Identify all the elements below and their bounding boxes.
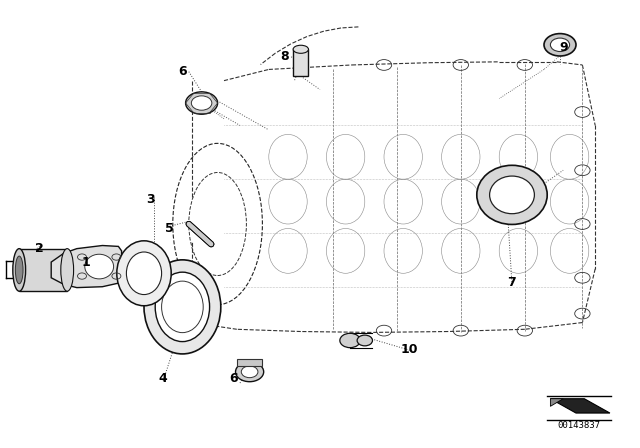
Circle shape	[236, 362, 264, 382]
Text: 9: 9	[559, 40, 568, 54]
Ellipse shape	[477, 165, 547, 224]
Text: 8: 8	[280, 49, 289, 63]
Circle shape	[544, 34, 576, 56]
Ellipse shape	[13, 249, 26, 291]
Circle shape	[191, 96, 212, 110]
Text: 6: 6	[229, 372, 238, 385]
Text: 4: 4	[159, 372, 168, 385]
Polygon shape	[550, 399, 610, 413]
Text: 1: 1	[82, 255, 91, 269]
Text: 6: 6	[178, 65, 187, 78]
Text: 5: 5	[165, 222, 174, 235]
Ellipse shape	[15, 256, 23, 284]
Ellipse shape	[116, 241, 172, 306]
Ellipse shape	[144, 260, 221, 354]
Text: 7: 7	[508, 276, 516, 289]
Bar	[19, 249, 67, 291]
Ellipse shape	[490, 176, 534, 214]
Circle shape	[186, 92, 218, 114]
Circle shape	[340, 333, 360, 348]
Ellipse shape	[127, 252, 161, 295]
Ellipse shape	[155, 272, 209, 341]
Circle shape	[357, 335, 372, 346]
Circle shape	[550, 38, 570, 52]
Polygon shape	[550, 399, 563, 406]
Ellipse shape	[61, 249, 74, 291]
Text: 3: 3	[146, 193, 155, 206]
Text: 2: 2	[35, 242, 44, 255]
Circle shape	[241, 366, 258, 378]
Ellipse shape	[85, 254, 114, 279]
Ellipse shape	[293, 45, 308, 53]
Text: 00143837: 00143837	[557, 421, 601, 430]
Bar	[293, 49, 308, 76]
Text: 10: 10	[401, 343, 419, 356]
Ellipse shape	[161, 281, 204, 332]
Polygon shape	[51, 246, 122, 288]
Bar	[237, 359, 262, 366]
